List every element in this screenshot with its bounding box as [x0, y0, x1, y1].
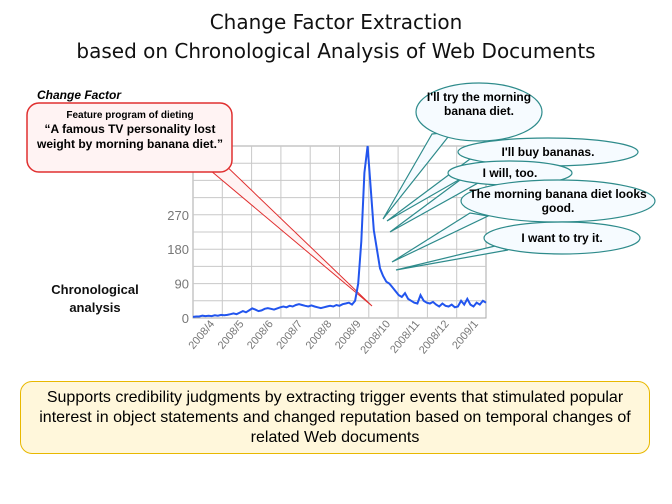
chart-canvas: 0 90 180 270 2008/42008/52008/62008/72008/8… — [26, 82, 656, 356]
y-tick-label: 90 — [175, 277, 189, 292]
y-tick-label: 180 — [167, 242, 189, 257]
chronological-label-line1: Chronological — [51, 282, 139, 297]
change-factor-label: Change Factor — [37, 88, 122, 102]
x-axis-ticks: 2008/42008/52008/62008/72008/82008/92008… — [186, 318, 481, 356]
red-callout-text: Feature program of dieting “A famous TV … — [30, 109, 230, 152]
chronological-analysis-label: Chronological analysis — [30, 281, 160, 317]
red-callout-quote: “A famous TV personality lost weight by … — [36, 122, 223, 151]
title-line2: based on Chronological Analysis of Web D… — [76, 39, 596, 63]
bubble-pointer — [391, 212, 490, 263]
series-line — [192, 145, 487, 318]
y-axis-ticks: 0 90 180 270 — [167, 208, 189, 326]
x-tick-label: 2009/1 — [450, 318, 481, 351]
comment-bubbles — [382, 82, 656, 271]
title-line1: Change Factor Extraction — [209, 10, 463, 34]
x-tick-label: 2008/6 — [245, 318, 276, 351]
red-callout-sub: Feature program of dieting — [66, 110, 194, 121]
x-tick-label: 2008/5 — [216, 318, 247, 351]
x-tick-label: 2008/4 — [186, 318, 217, 351]
comment-bubble-label: I'll try the morning banana diet. — [426, 90, 532, 118]
comment-bubble-label: I want to try it. — [521, 231, 603, 245]
red-callout-box — [26, 102, 233, 173]
chart-grid — [192, 145, 487, 319]
comment-bubble — [483, 221, 641, 255]
comment-bubble-label: I will, too. — [482, 166, 538, 180]
x-tick-label: 2008/8 — [304, 318, 335, 351]
comment-bubble — [415, 82, 543, 142]
y-tick-label: 270 — [167, 208, 189, 223]
x-tick-label: 2008/10 — [358, 318, 393, 356]
comment-bubble-label: I'll buy bananas. — [501, 145, 595, 159]
x-tick-label: 2008/12 — [417, 318, 452, 356]
summary-box: Supports credibility judgments by extrac… — [20, 381, 650, 454]
y-tick-label: 0 — [182, 311, 189, 326]
chronological-label-line2: analysis — [69, 300, 121, 315]
x-tick-label: 2008/7 — [274, 318, 305, 351]
comment-bubble-label: The morning banana diet looks good. — [469, 187, 647, 215]
